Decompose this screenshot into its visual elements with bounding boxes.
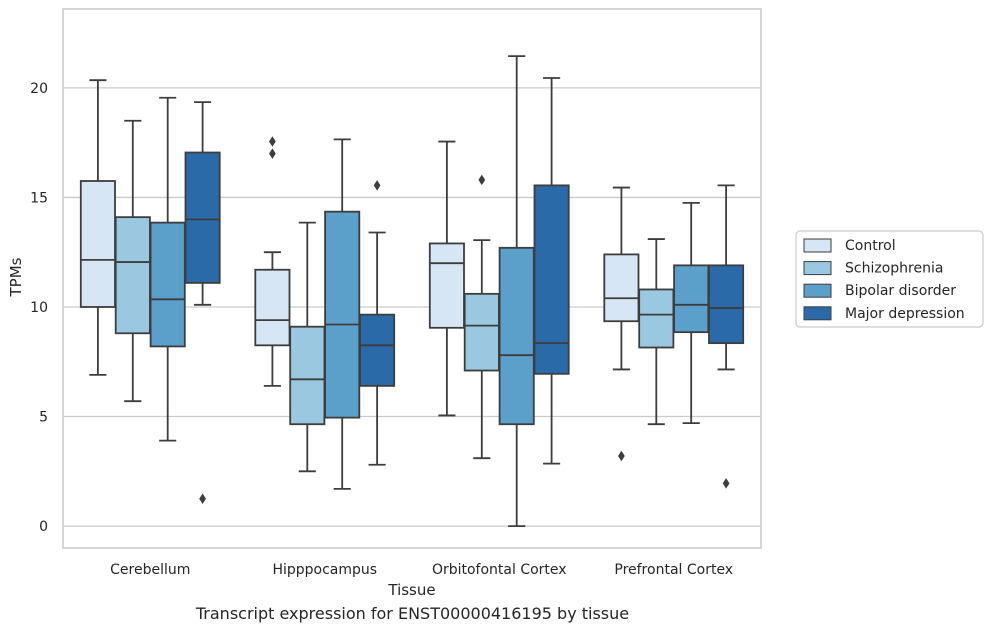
box-major-depression (184, 101, 221, 504)
legend-swatch (803, 238, 832, 253)
box-schizophrenia (289, 221, 326, 473)
box-control (428, 140, 465, 417)
outlier-point (478, 174, 486, 186)
outlier-point (199, 493, 206, 504)
x-tick-label: Orbitofontal Cortex (432, 562, 567, 578)
iqr-box (708, 264, 745, 345)
iqr-box (79, 180, 116, 308)
legend-label: Schizophrenia (845, 261, 943, 277)
iqr-box (673, 264, 710, 334)
iqr-box (289, 325, 326, 426)
iqr-box (254, 268, 291, 347)
iqr-box (149, 221, 186, 348)
iqr-box (498, 246, 535, 426)
legend: Control Schizophrenia Bipolar disorder Majo… (795, 230, 984, 328)
box-major-depression (708, 184, 745, 489)
box-schizophrenia (114, 119, 151, 403)
iqr-box (603, 253, 640, 323)
box-bipolar-disorder (149, 96, 186, 442)
box-schizophrenia (638, 238, 675, 426)
legend-label: Control (845, 238, 896, 254)
box-bipolar-disorder (324, 138, 361, 490)
legend-swatch (803, 283, 832, 298)
y-tick-label: 15 (30, 190, 48, 206)
x-tick-label: Cerebellum (110, 562, 190, 578)
y-tick-label: 10 (30, 300, 48, 316)
y-axis-label: TPMs (7, 257, 25, 297)
plot-area (79, 55, 745, 527)
figure-caption: Transcript expression for ENST0000041619… (195, 604, 630, 623)
iqr-box (324, 210, 361, 419)
y-tick-label: 20 (30, 81, 48, 97)
outlier-point (618, 450, 625, 462)
box-control (79, 79, 116, 376)
iqr-box (638, 288, 675, 349)
outlier-point (722, 478, 730, 489)
box-bipolar-disorder (673, 202, 710, 425)
box-control (254, 136, 291, 387)
iqr-box (184, 151, 221, 284)
y-tick-labels: 0 5 10 15 20 (30, 81, 48, 535)
x-tick-label: Hipppocampus (272, 562, 377, 578)
box-schizophrenia (463, 174, 500, 460)
iqr-box (533, 184, 570, 375)
x-tick-label: Prefrontal Cortex (614, 562, 733, 578)
legend-swatch (803, 261, 832, 276)
legend-label: Bipolar disorder (845, 283, 956, 299)
y-tick-label: 5 (39, 410, 48, 426)
x-tick-labels: Cerebellum Hipppocampus Orbitofontal Corte… (110, 562, 733, 578)
legend-swatch (803, 306, 832, 321)
outlier-point (373, 180, 381, 191)
iqr-box (114, 216, 151, 335)
plot-frame (62, 8, 762, 549)
box-control (603, 186, 640, 462)
outlier-point (269, 148, 276, 159)
y-tick-label: 0 (39, 519, 48, 535)
legend-frame (795, 230, 984, 328)
box-major-depression (359, 180, 396, 466)
iqr-box (463, 292, 500, 372)
iqr-box (428, 242, 465, 329)
legend-label: Major depression (845, 306, 965, 322)
box-bipolar-disorder (498, 55, 535, 527)
outlier-point (269, 136, 276, 147)
iqr-box (359, 313, 396, 387)
x-axis-label: Tissue (387, 581, 435, 599)
box-major-depression (533, 77, 570, 465)
